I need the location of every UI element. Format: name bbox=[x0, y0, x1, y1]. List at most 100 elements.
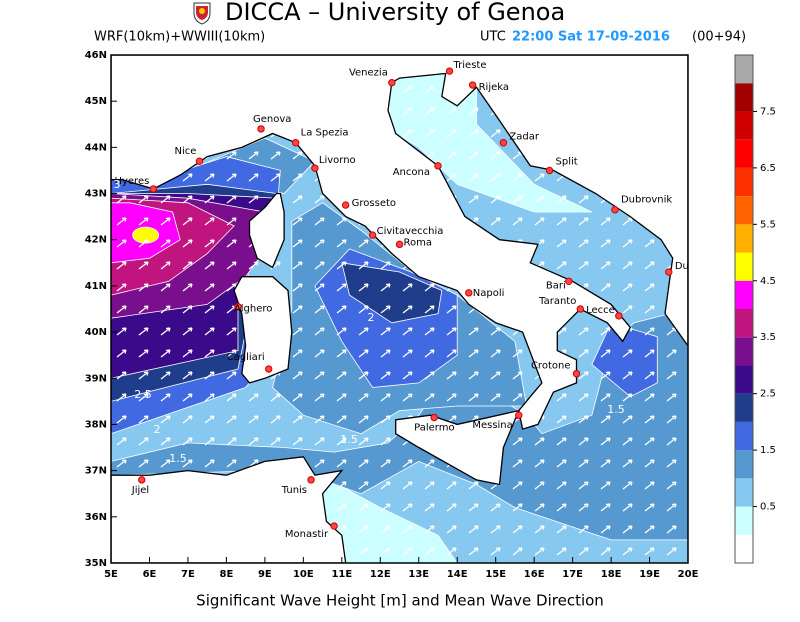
city-label: Monastir bbox=[285, 529, 329, 540]
utc: UTC bbox=[480, 30, 506, 45]
city-marker bbox=[465, 289, 473, 297]
city-marker bbox=[395, 240, 404, 249]
city-label: Bari bbox=[546, 280, 566, 291]
city-label: Palermo bbox=[414, 423, 454, 434]
colorbar-swatch bbox=[735, 280, 753, 309]
lat-label: 40N bbox=[85, 327, 107, 338]
colorbar-swatch bbox=[735, 111, 753, 140]
lat-label: 36N bbox=[85, 512, 107, 523]
city-label: Rijeka bbox=[479, 82, 509, 93]
city-label: Roma bbox=[404, 237, 433, 248]
colorbar-label: 2.5 bbox=[760, 389, 776, 400]
contour-label: 2.5 bbox=[134, 388, 152, 401]
land bbox=[395, 409, 520, 486]
city-marker bbox=[445, 67, 454, 75]
city-marker bbox=[368, 231, 377, 239]
lon-label: 15E bbox=[485, 569, 506, 580]
city-marker bbox=[565, 277, 573, 285]
city-label: Ancona bbox=[393, 167, 430, 178]
contour-label: 1.5 bbox=[607, 403, 625, 416]
lon-label: 16E bbox=[524, 569, 545, 580]
lat-label: 38N bbox=[85, 419, 107, 430]
colorbar-swatch bbox=[735, 196, 753, 225]
time: 22:00 Sat 17-09-2016 bbox=[512, 30, 670, 45]
lon-label: 14E bbox=[447, 569, 468, 580]
city-marker bbox=[138, 476, 146, 484]
colorbar-swatch bbox=[735, 421, 753, 451]
colorbar-swatch bbox=[735, 365, 753, 394]
land bbox=[248, 192, 285, 269]
colorbar-label: 1.5 bbox=[760, 445, 776, 456]
city-marker bbox=[615, 312, 623, 320]
colorbar-swatch bbox=[735, 252, 753, 281]
colorbar-swatch bbox=[735, 55, 753, 84]
labels: 35N 36N 37N 38N 39N 40N 41N 42N 43N 44N 45N 46N 5E 6E… bbox=[85, 50, 776, 580]
colorbar-swatch bbox=[735, 478, 753, 507]
lat-label: 37N bbox=[85, 466, 107, 477]
city-label: Taranto bbox=[538, 296, 576, 307]
lon-label: 5E bbox=[104, 569, 118, 580]
city-label: Zadar bbox=[509, 132, 539, 143]
city-label: Napoli bbox=[473, 288, 505, 299]
lat-label: 45N bbox=[85, 96, 107, 107]
colorbar-swatch bbox=[735, 83, 753, 112]
colorbar-swatch bbox=[735, 139, 753, 168]
city-marker bbox=[430, 413, 438, 422]
city-marker bbox=[265, 365, 273, 373]
lat-label: 44N bbox=[85, 142, 107, 153]
colorbar-label: 5.5 bbox=[760, 219, 776, 230]
contour-label: 1.5 bbox=[169, 452, 187, 465]
city-label: Nice bbox=[175, 146, 197, 157]
lon-label: 18E bbox=[601, 569, 622, 580]
colorbar-swatch bbox=[735, 167, 753, 197]
lon-label: 7E bbox=[181, 569, 195, 580]
lon-label: 10E bbox=[293, 569, 314, 580]
colorbar-label: 3.5 bbox=[760, 332, 776, 343]
map-frame bbox=[110, 54, 689, 564]
city-marker bbox=[515, 411, 523, 419]
lat-label: 43N bbox=[85, 189, 107, 200]
model: WRF(10km)+WWIII(10km) bbox=[94, 30, 265, 45]
colorbar-label: 0.5 bbox=[760, 502, 776, 513]
city-label: Crotone bbox=[531, 361, 571, 372]
colorbar-swatch bbox=[735, 224, 753, 253]
lon-label: 20E bbox=[678, 569, 699, 580]
city-marker bbox=[388, 79, 396, 87]
contour-label: 1.5 bbox=[340, 433, 358, 446]
lat-label: 42N bbox=[85, 235, 107, 246]
city-marker bbox=[611, 206, 619, 214]
city-marker bbox=[330, 522, 338, 530]
city-marker bbox=[545, 166, 554, 175]
colorbar-swatch bbox=[735, 450, 753, 479]
city-label: Hyeres bbox=[114, 176, 149, 187]
logo bbox=[193, 2, 211, 25]
city-label: Civitavecchia bbox=[377, 226, 444, 237]
lon-label: 17E bbox=[562, 569, 583, 580]
city-marker bbox=[499, 139, 508, 147]
city-marker bbox=[468, 81, 477, 89]
city-label: Alghero bbox=[234, 304, 272, 315]
city-label: Messina bbox=[472, 420, 512, 431]
lon-label: 6E bbox=[143, 569, 157, 580]
city-marker bbox=[434, 162, 442, 170]
colorbar-swatch bbox=[735, 309, 753, 338]
lat-label: 35N bbox=[85, 558, 107, 569]
title: DICCA – University of Genoa bbox=[225, 0, 565, 26]
caption: Significant Wave Height [m] and Mean Wav… bbox=[196, 592, 604, 610]
lon-label: 8E bbox=[220, 569, 234, 580]
contour-label: 2 bbox=[368, 311, 375, 324]
lat-label: 46N bbox=[85, 50, 107, 61]
city-marker bbox=[195, 157, 204, 165]
city-label: La Spezia bbox=[301, 128, 349, 139]
city-marker bbox=[149, 185, 158, 193]
lat-label: 39N bbox=[85, 373, 107, 384]
colorbar-label: 7.5 bbox=[760, 106, 776, 117]
colorbar-swatch bbox=[735, 534, 753, 563]
land bbox=[111, 456, 347, 563]
contour-label: 3 bbox=[114, 178, 121, 191]
city-label: Venezia bbox=[349, 68, 388, 79]
city-label: Livorno bbox=[319, 155, 356, 166]
map bbox=[111, 55, 688, 563]
city-label: Trieste bbox=[453, 60, 487, 71]
